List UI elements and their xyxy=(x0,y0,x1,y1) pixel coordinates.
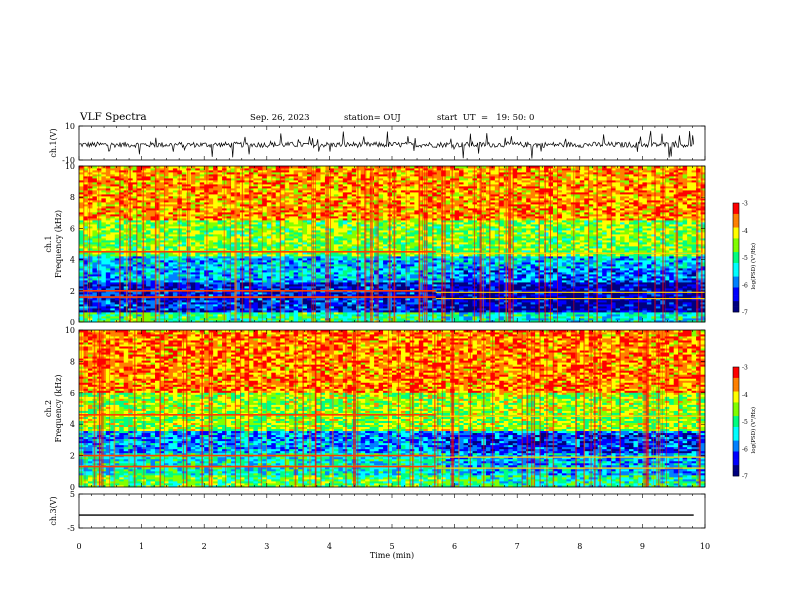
ch1-waveform-xticks xyxy=(78,126,706,160)
x-axis-label: Time (min) xyxy=(370,551,414,560)
ch2-spectrogram-tones xyxy=(79,413,705,469)
ch1-spectrogram-xticks xyxy=(78,166,706,322)
x-tick-label: 7 xyxy=(515,542,520,551)
ch1-spectrogram-colorbar-tick: -3 xyxy=(742,201,748,208)
ch1-waveform-panel xyxy=(78,125,706,161)
ch1-spectrogram-colorbar xyxy=(732,202,740,313)
ch2-spectrogram-colorbar-label: log(PSD) (V²/Hz) xyxy=(750,407,757,454)
ch2-spectrogram-colorbar-tick: -3 xyxy=(742,365,748,372)
ch1-spectrogram-colorbar-tick: -6 xyxy=(742,282,748,289)
ch2-spectrogram-colorbar-tick: -7 xyxy=(742,474,748,481)
ch3-waveform-frame xyxy=(78,493,706,529)
ch2-spectrogram-panel xyxy=(78,329,740,488)
ch1-waveform-ylabel: ch.1(V) xyxy=(49,128,58,157)
ch2-spectrogram-colorbar-tick: -5 xyxy=(742,419,748,426)
ch2-spectrogram-ytick-label: 4 xyxy=(70,420,75,429)
ch1-spectrogram-colorbar-tick: -5 xyxy=(742,255,748,262)
ch3-waveform-ytick-label: -5 xyxy=(67,524,75,533)
x-tick-label: 0 xyxy=(76,542,81,551)
ch1-spectrogram-ytick-label: 6 xyxy=(70,224,75,233)
ch2-spectrogram-xticks xyxy=(78,330,706,487)
x-tick-label: 1 xyxy=(139,542,144,551)
ch2-spectrogram-ylabel: ch.2 xyxy=(44,400,53,417)
x-tick-label: 9 xyxy=(640,542,645,551)
ch2-spectrogram-colorbar-tick: -4 xyxy=(742,392,748,399)
start-ut-label: start UT = 19: 50: 0 xyxy=(437,113,534,123)
ch3-waveform-ytick-label: 5 xyxy=(70,490,75,499)
ch2-spectrogram-ytick-label: 6 xyxy=(70,389,75,398)
ch2-spectrogram-ylabel: Frequency (kHz) xyxy=(54,374,63,442)
ch1-spectrogram-ytick-label: 4 xyxy=(70,256,75,265)
ch1-spectrogram-colorbar-tick: -4 xyxy=(742,228,748,235)
ch2-spectrogram-colorbar xyxy=(732,366,740,477)
ch2-spectrogram-ytick-label: 8 xyxy=(70,357,75,366)
ch1-spectrogram-colorbar-label: log(PSD) (V²/Hz) xyxy=(750,243,757,290)
ch2-spectrogram-ytick-label: 2 xyxy=(70,452,75,461)
ch1-spectrogram-panel xyxy=(78,165,740,323)
x-tick-label: 2 xyxy=(202,542,207,551)
ch1-spectrogram-tones xyxy=(79,251,705,300)
ch3-waveform-xticks xyxy=(78,494,706,528)
ch1-spectrogram-ytick-label: 10 xyxy=(65,162,75,171)
x-tick-label: 6 xyxy=(452,542,457,551)
ch3-waveform-panel xyxy=(78,493,706,529)
ch1-waveform-trace xyxy=(78,130,695,159)
ch1-spectrogram-ytick-label: 2 xyxy=(70,287,75,296)
ch3-waveform-ylabel: ch.3(V) xyxy=(49,496,58,525)
figure-title: VLF Spectra xyxy=(80,111,147,123)
date-label: Sep. 26, 2023 xyxy=(250,113,310,123)
ch1-spectrogram-ytick-label: 8 xyxy=(70,193,75,202)
station-label: station= OUJ xyxy=(344,113,401,123)
ch1-spectrogram-ytick-label: 0 xyxy=(70,318,75,327)
ch1-spectrogram-streaks xyxy=(83,166,703,322)
ch2-spectrogram-ytick-label: 0 xyxy=(70,483,75,492)
ch2-spectrogram-streaks xyxy=(80,330,701,487)
ch1-spectrogram-ylabel: ch.1 xyxy=(44,235,53,252)
ch1-waveform-ytick-label: 10 xyxy=(65,122,75,131)
ch1-waveform-ytick-label: -10 xyxy=(62,156,75,165)
x-tick-label: 4 xyxy=(327,542,332,551)
ch1-spectrogram-colorbar-tick: -7 xyxy=(742,310,748,317)
x-tick-label: 3 xyxy=(264,542,269,551)
ch1-spectrogram-ylabel: Frequency (kHz) xyxy=(54,210,63,278)
x-tick-label: 5 xyxy=(389,542,394,551)
ch2-spectrogram-colorbar-tick: -6 xyxy=(742,446,748,453)
x-tick-label: 8 xyxy=(577,542,582,551)
ch2-spectrogram-ytick-label: 10 xyxy=(65,326,75,335)
x-tick-label: 10 xyxy=(700,542,710,551)
